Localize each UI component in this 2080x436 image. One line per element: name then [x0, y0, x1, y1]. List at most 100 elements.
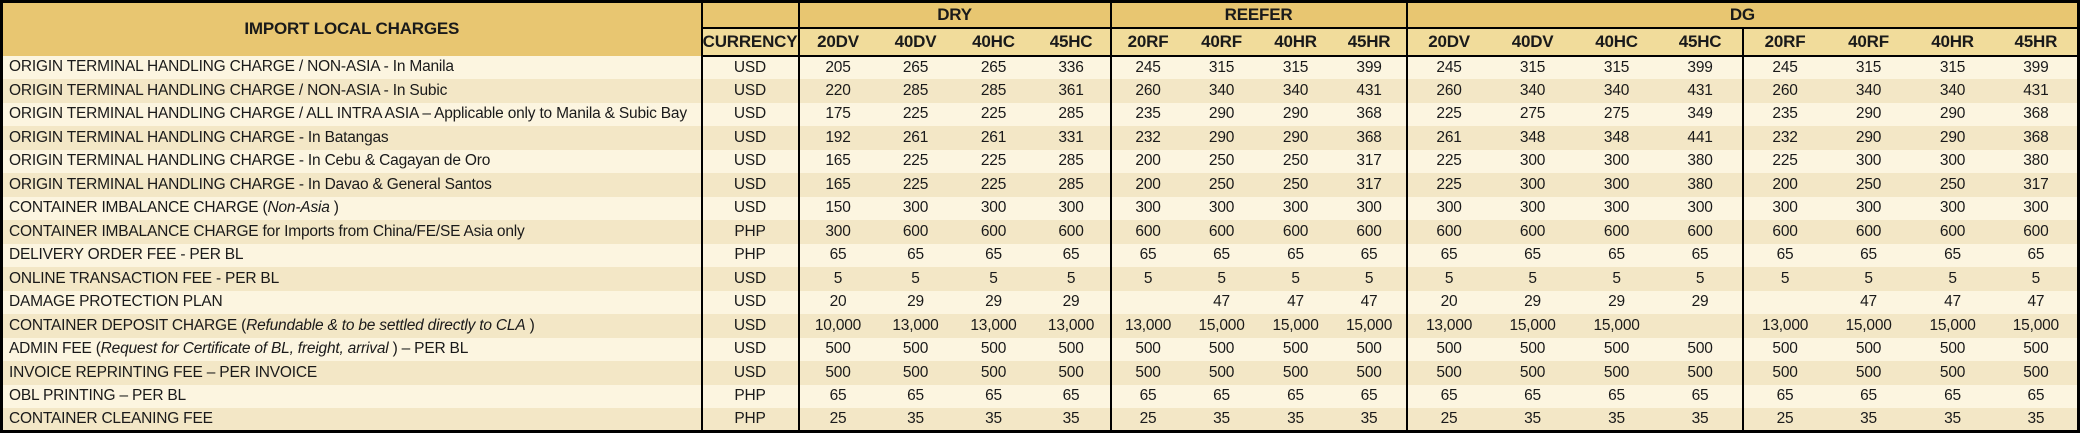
rate-cell: 250 [1282, 175, 1309, 193]
rate-cell: 5 [833, 269, 843, 287]
rate-cell: 65 [1032, 384, 1112, 408]
rate-cell: 500 [1939, 363, 1966, 381]
rate-cell: 500 [825, 340, 851, 358]
rate-cell: 500 [1032, 337, 1112, 361]
col-header-dg-45hr: 45HR [1994, 27, 2079, 57]
rate-cell: 500 [2023, 363, 2049, 381]
charge-name: ORIGIN TERMINAL HANDLING CHARGE - In Dav… [1, 173, 703, 197]
rate-cell: 600 [1855, 222, 1882, 240]
rate-cell: 65 [1860, 387, 1877, 405]
rate-cell: 300 [1658, 196, 1744, 220]
rate-cell: 260 [1772, 81, 1798, 99]
rate-cell: 65 [1440, 246, 1458, 264]
table-row: INVOICE REPRINTING FEE – PER INVOICE USD 5… [1, 361, 2079, 385]
rate-cell: 5 [1612, 269, 1621, 287]
rate-cell: 600 [1135, 222, 1161, 240]
table-row: DAMAGE PROTECTION PLAN USD 20 29 29 29 47 47 47 2… [1, 290, 2079, 315]
col-header-reefer-40hr: 40HR [1258, 27, 1333, 57]
rate-cell: 25 [1440, 410, 1458, 427]
rate-cell: 431 [1332, 79, 1408, 103]
rate-cell: 65 [985, 387, 1002, 405]
rate-cell: 225 [902, 175, 929, 193]
rate-cell [1658, 314, 1744, 338]
rate-cell: 290 [1939, 105, 1966, 123]
currency-cell: USD [701, 55, 800, 79]
col-header-dg-40hr: 40HR [1910, 27, 1995, 57]
rate-cell: 300 [2023, 199, 2049, 217]
rate-cell: 500 [1519, 340, 1546, 358]
rate-cell: 348 [1519, 128, 1546, 146]
rate-cell: 35 [1524, 410, 1541, 427]
rate-cell: 175 [825, 105, 851, 123]
rate-cell: 600 [1519, 222, 1546, 240]
col-header-dg-20dv: 20DV [1406, 27, 1491, 57]
rate-cell: 500 [1436, 340, 1462, 358]
charge-name: INVOICE REPRINTING FEE – PER INVOICE [1, 361, 703, 385]
charge-name: CONTAINER IMBALANCE CHARGE for Imports f… [1, 220, 703, 244]
col-header-dg-40hc: 40HC [1574, 27, 1659, 57]
rate-cell: 500 [1603, 363, 1630, 381]
rate-cell: 35 [1860, 410, 1877, 427]
rate-cell: 200 [1135, 152, 1161, 170]
rate-cell: 13,000 [970, 316, 1017, 334]
rate-cell: 35 [1332, 408, 1408, 432]
charge-name: CONTAINER IMBALANCE CHARGE (Non-Asia ) [1, 196, 703, 220]
rate-cell: 399 [1332, 55, 1408, 79]
rate-cell: 205 [825, 58, 851, 76]
rate-cell: 250 [1855, 175, 1882, 193]
rate-cell: 65 [1860, 246, 1877, 264]
rate-cell: 380 [1658, 149, 1744, 173]
col-header-reefer-45hr: 45HR [1332, 27, 1408, 57]
rate-cell: 65 [1213, 246, 1230, 264]
rate-cell [1743, 291, 1827, 315]
rate-cell [1111, 291, 1185, 315]
rate-cell: 5 [1864, 269, 1873, 287]
rate-cell: 225 [980, 105, 1007, 123]
size-header-row: CURRENCY 20DV 40DV 40HC 45HC 20RF 40RF 4… [2, 27, 2079, 57]
table-row: CONTAINER DEPOSIT CHARGE (Refundable & t… [1, 314, 2079, 338]
rate-cell: 300 [1855, 152, 1882, 170]
table-row: ONLINE TRANSACTION FEE - PER BL USD 5 5 5 5 5 5… [1, 267, 2079, 291]
rate-cell: 300 [980, 199, 1007, 217]
rate-cell: 500 [1603, 340, 1630, 358]
rate-cell: 380 [2023, 152, 2049, 170]
rate-cell: 5 [2031, 269, 2041, 287]
rate-cell: 65 [1608, 387, 1625, 405]
rate-cell: 500 [1332, 361, 1408, 385]
currency-cell: PHP [701, 384, 800, 408]
rate-cell: 15,000 [1929, 316, 1976, 334]
charge-name: DAMAGE PROTECTION PLAN [1, 290, 703, 314]
rate-cell: 315 [1208, 58, 1235, 76]
col-header-dg-45hc: 45HC [1658, 27, 1744, 57]
col-header-dry-20dv: 20DV [798, 27, 877, 57]
rate-cell: 290 [1939, 128, 1966, 146]
rate-cell: 245 [1436, 58, 1462, 76]
col-header-dg-40dv: 40DV [1490, 27, 1575, 57]
rate-cell: 235 [1135, 105, 1161, 123]
rate-cell: 600 [1772, 222, 1798, 240]
rate-cell: 600 [1208, 222, 1235, 240]
rate-cell: 35 [1213, 410, 1230, 427]
rate-cell: 245 [1772, 58, 1798, 76]
rate-cell: 65 [1524, 387, 1541, 405]
charge-name: ORIGIN TERMINAL HANDLING CHARGE - In Ceb… [1, 149, 703, 173]
table-row: CONTAINER CLEANING FEE PHP 25 35 35 35 25 35 35 3… [1, 408, 2079, 432]
rate-cell: 65 [985, 246, 1002, 264]
rate-cell: 300 [1519, 199, 1546, 217]
rate-cell: 285 [980, 81, 1007, 99]
rate-cell: 35 [1944, 410, 1961, 427]
rate-cell: 65 [1440, 387, 1458, 405]
group-header-row: IMPORT LOCAL CHARGES DRY REEFER DG [1, 1, 2079, 56]
rate-cell: 15,000 [1332, 314, 1408, 338]
rate-cell: 13,000 [1761, 316, 1809, 334]
rate-cell: 399 [2023, 58, 2049, 76]
rate-cell: 290 [1282, 105, 1309, 123]
rate-cell: 380 [1658, 173, 1744, 197]
table-row: CONTAINER IMBALANCE CHARGE (Non-Asia ) US… [1, 196, 2079, 220]
rate-cell: 65 [1287, 246, 1304, 264]
currency-cell: PHP [701, 243, 800, 267]
rate-cell: 431 [2023, 81, 2049, 99]
currency-cell: USD [701, 196, 800, 220]
charge-name: ONLINE TRANSACTION FEE - PER BL [1, 267, 703, 291]
